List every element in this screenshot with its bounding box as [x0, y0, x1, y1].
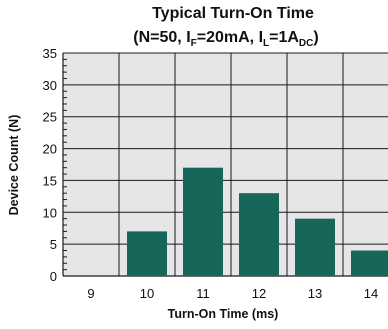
- tick-labels: 0 5 10 15 20 25 30 35 9 10 11 12 13 14: [43, 46, 379, 301]
- y-tick-label: 0: [50, 269, 57, 284]
- chart-title: Typical Turn-On Time: [152, 5, 314, 22]
- subtitle-sub-f: F: [191, 38, 197, 49]
- subtitle-end: ): [313, 29, 318, 46]
- x-tick-label: 9: [87, 286, 94, 301]
- subtitle-mid: =20mA, I: [197, 29, 263, 46]
- grid-lines: [62, 52, 388, 277]
- x-axis-label: Turn-On Time (ms): [168, 307, 279, 321]
- x-tick-label: 12: [252, 286, 266, 301]
- subtitle-prefix: (N=50, I: [133, 29, 190, 46]
- y-tick-label: 35: [43, 46, 57, 61]
- bar-10: [127, 231, 167, 276]
- bar-14: [351, 250, 388, 276]
- y-tick-label: 5: [50, 237, 57, 252]
- y-tick-label: 30: [43, 78, 57, 93]
- bars: [127, 167, 388, 276]
- y-tick-label: 10: [43, 205, 57, 220]
- chart-subtitle: (N=50, IF=20mA, IL=1ADC): [133, 29, 318, 49]
- bar-13: [295, 218, 335, 276]
- y-tick-label: 25: [43, 110, 57, 125]
- subtitle-suffix: =1A: [269, 29, 299, 46]
- subtitle-sub-l: L: [263, 38, 269, 49]
- bar-11: [183, 167, 223, 276]
- x-tick-label: 11: [196, 286, 210, 301]
- bar-12: [239, 193, 279, 276]
- y-tick-label: 20: [43, 142, 57, 157]
- x-tick-label: 10: [140, 286, 154, 301]
- y-tick-label: 15: [43, 173, 57, 188]
- y-axis-label: Device Count (N): [7, 115, 21, 216]
- x-tick-label: 14: [364, 286, 378, 301]
- x-tick-label: 13: [308, 286, 322, 301]
- plot-area: [63, 53, 388, 276]
- subtitle-sub-dc: DC: [299, 38, 313, 49]
